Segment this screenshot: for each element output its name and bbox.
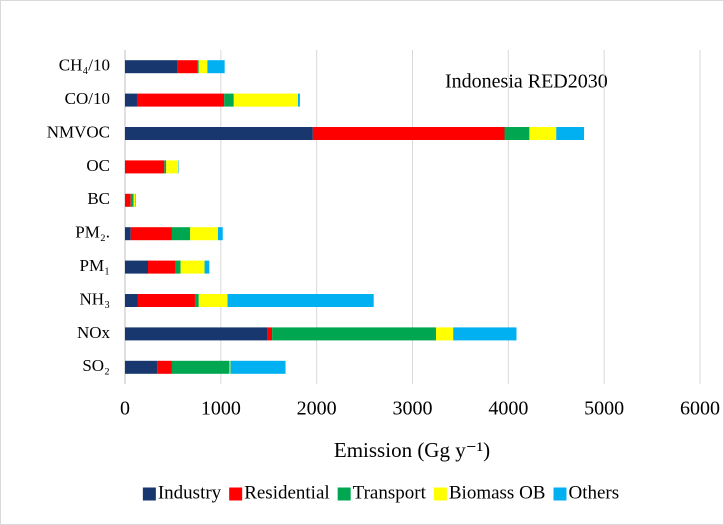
bar-segment bbox=[125, 227, 131, 241]
legend-label: Others bbox=[568, 482, 619, 503]
y-tick-label: OC bbox=[86, 156, 110, 175]
bar-segment bbox=[207, 60, 225, 74]
bar-segment bbox=[171, 227, 191, 241]
y-tick-label: CO/10 bbox=[65, 89, 110, 108]
bar-segment bbox=[166, 160, 179, 174]
bar-segment bbox=[233, 93, 298, 107]
y-tick-label: SO₂ bbox=[82, 356, 110, 375]
bar-segment bbox=[125, 160, 165, 174]
bar-segment bbox=[125, 327, 268, 341]
bar-segment bbox=[136, 93, 225, 107]
legend-label: Transport bbox=[353, 482, 427, 503]
bar-segment bbox=[297, 93, 300, 107]
bar-segment bbox=[125, 93, 137, 107]
legend-label: Residential bbox=[244, 482, 329, 503]
bar-segment bbox=[504, 127, 530, 140]
y-tick-label: CH₄/10 bbox=[59, 56, 110, 75]
x-tick-label: 1000 bbox=[201, 398, 241, 420]
legend-swatch bbox=[553, 487, 567, 501]
bar-segment bbox=[190, 227, 218, 241]
x-tick-label: 5000 bbox=[584, 398, 624, 420]
bar-segment bbox=[312, 127, 505, 140]
legend-swatch bbox=[229, 487, 243, 501]
x-tick-label: 4000 bbox=[488, 398, 528, 420]
bar-segment bbox=[148, 260, 176, 274]
y-tick-label: PM₁ bbox=[80, 256, 111, 275]
x-tick-label: 2000 bbox=[297, 398, 337, 420]
legend-swatch bbox=[337, 487, 351, 501]
bar-segment bbox=[529, 127, 557, 140]
y-tick-label: PM₂. bbox=[75, 223, 110, 242]
bar-segment bbox=[125, 60, 178, 74]
bar-segment bbox=[224, 93, 234, 107]
bar-segment bbox=[435, 327, 454, 341]
bar-segment bbox=[171, 360, 230, 374]
bar-segment bbox=[197, 60, 199, 74]
bar-segment bbox=[133, 193, 136, 207]
bar-segment bbox=[125, 260, 148, 274]
bar-segment bbox=[125, 127, 313, 140]
legend-swatch bbox=[433, 487, 447, 501]
x-tick-label: 6000 bbox=[680, 398, 720, 420]
bar-segment bbox=[125, 193, 131, 207]
y-tick-label: NH₃ bbox=[80, 289, 111, 308]
bar-segment bbox=[175, 260, 181, 274]
bar-segment bbox=[230, 360, 286, 374]
bar-segment bbox=[177, 60, 198, 74]
bar-segment bbox=[180, 260, 205, 274]
bar-segment bbox=[137, 294, 195, 307]
bar-segment bbox=[130, 193, 134, 207]
bar-segment bbox=[204, 260, 210, 274]
y-tick-label: NOx bbox=[77, 323, 111, 342]
bar-segment bbox=[217, 227, 223, 241]
bar-segment bbox=[164, 160, 167, 174]
bar-segment bbox=[453, 327, 517, 341]
bar-segment bbox=[198, 294, 228, 307]
bar-segment bbox=[194, 294, 199, 307]
legend-label: Industry bbox=[158, 482, 222, 503]
bar-segment bbox=[556, 127, 585, 140]
legend-swatch bbox=[142, 487, 156, 501]
x-axis-label: Emission (Gg y⁻¹) bbox=[334, 438, 490, 462]
bar-segment bbox=[125, 294, 138, 307]
legend-label: Biomass OB bbox=[449, 482, 546, 503]
bar-segment bbox=[198, 60, 208, 74]
bar-segment bbox=[267, 327, 273, 341]
x-tick-label: 0 bbox=[120, 398, 130, 420]
bar-segment bbox=[272, 327, 436, 341]
annotation: Indonesia RED2030 bbox=[445, 71, 608, 93]
bar-segment bbox=[125, 360, 158, 374]
bar-segment bbox=[157, 360, 172, 374]
y-tick-label: NMVOC bbox=[47, 122, 110, 141]
x-tick-label: 3000 bbox=[393, 398, 433, 420]
bar-segment bbox=[227, 294, 374, 307]
y-tick-label: BC bbox=[87, 189, 110, 208]
bar-segment bbox=[130, 227, 172, 241]
bar-segment bbox=[229, 360, 231, 374]
